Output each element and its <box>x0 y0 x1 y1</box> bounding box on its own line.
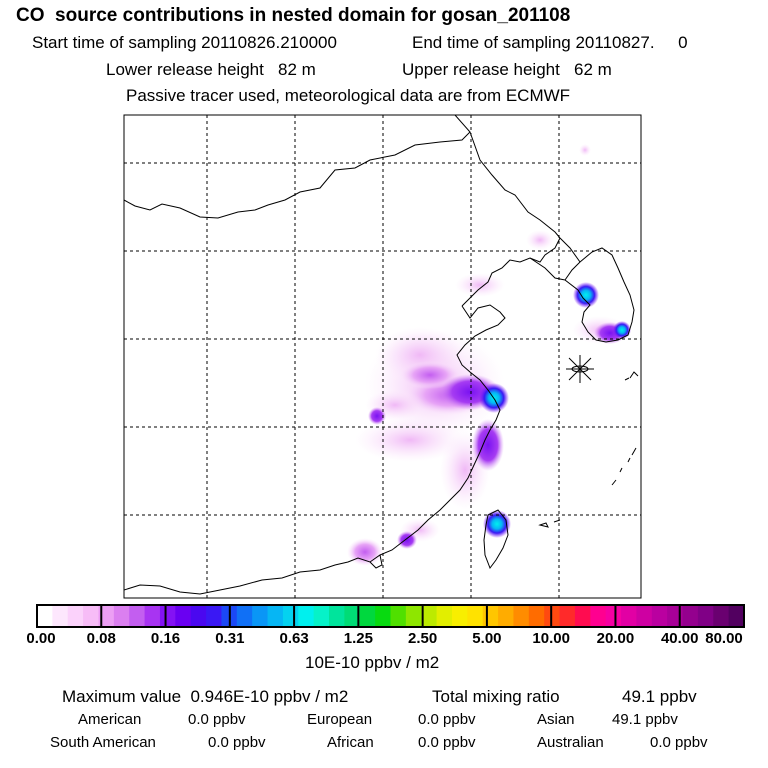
colorbar-tick-label: 0.16 <box>150 630 181 647</box>
colorbar-cell <box>298 605 315 627</box>
receptor-site-marker <box>566 355 594 383</box>
colorbar-cell <box>113 605 130 627</box>
region-value: 49.1 ppbv <box>612 711 678 728</box>
maximum-value: Maximum value 0.946E-10 ppbv / m2 <box>62 687 349 706</box>
colorbar-cell <box>605 605 622 627</box>
colorbar-cell <box>52 605 69 627</box>
colorbar-cell <box>329 605 345 627</box>
region-value: 0.0 ppbv <box>188 711 246 728</box>
map-frame <box>123 114 642 599</box>
colorbar-cell <box>236 605 253 627</box>
total-mixing-ratio-label: Total mixing ratio <box>432 687 560 706</box>
colorbar-cell <box>559 605 576 627</box>
region-name: European <box>307 711 373 728</box>
colorbar-cell <box>682 605 699 627</box>
region-value: 0.0 ppbv <box>650 734 708 751</box>
colorbar-tick-label: 0.31 <box>215 630 245 647</box>
colorbar <box>37 605 745 627</box>
coastlines <box>124 115 639 595</box>
upper-release-height: Upper release height 62 m <box>402 60 612 79</box>
colorbar-cell <box>713 605 730 627</box>
region-name: Asian <box>537 711 575 728</box>
colorbar-cell <box>313 605 330 627</box>
region-value: 0.0 ppbv <box>418 711 476 728</box>
colorbar-cell <box>206 605 223 627</box>
colorbar-cell <box>159 605 176 627</box>
colorbar-units: 10E-10 ppbv / m2 <box>305 653 440 672</box>
colorbar-cell <box>544 605 561 627</box>
colorbar-cell <box>144 605 161 627</box>
region-name: American <box>78 711 142 728</box>
colorbar-tick-label: 2.50 <box>408 630 438 647</box>
region-value: 0.0 ppbv <box>208 734 266 751</box>
colorbar-cell <box>267 605 284 627</box>
colorbar-cell <box>175 605 192 627</box>
colorbar-cell <box>344 605 361 627</box>
colorbar-cell <box>621 605 638 627</box>
end-time-label: End time of sampling 20110827. 0 <box>412 33 688 52</box>
colorbar-tick-label: 0.08 <box>86 630 116 647</box>
colorbar-cell <box>421 605 438 627</box>
graticule <box>124 115 641 598</box>
colorbar-dividers <box>100 605 681 627</box>
lower-release-height: Lower release height 82 m <box>106 60 316 79</box>
colorbar-cell <box>467 605 484 627</box>
region-name: South American <box>50 734 156 751</box>
colorbar-cell <box>574 605 591 627</box>
colorbar-cell <box>498 605 515 627</box>
colorbar-cell <box>697 605 714 627</box>
tracer-note: Passive tracer used, meteorological data… <box>126 86 571 105</box>
colorbar-cell <box>451 605 468 627</box>
plot-title: CO source contributions in nested domain… <box>16 5 571 26</box>
concentration-field <box>347 144 631 566</box>
colorbar-cell <box>482 605 499 627</box>
colorbar-tick-label: 0.63 <box>279 630 309 647</box>
colorbar-cell <box>83 605 100 627</box>
colorbar-cell <box>282 605 299 627</box>
start-time-label: Start time of sampling 20110826.210000 <box>32 33 337 52</box>
colorbar-cell <box>590 605 607 627</box>
colorbar-frame <box>36 604 745 628</box>
region-name: Australian <box>537 734 604 751</box>
colorbar-cell <box>375 605 392 627</box>
region-value: 0.0 ppbv <box>418 734 476 751</box>
colorbar-cell <box>436 605 453 627</box>
total-mixing-ratio-value: 49.1 ppbv <box>622 687 697 706</box>
region-name: African <box>327 734 374 751</box>
colorbar-tick-label: 80.00 <box>705 630 743 647</box>
colorbar-cell <box>390 605 407 627</box>
colorbar-tick-label: 5.00 <box>472 630 502 647</box>
colorbar-cell <box>636 605 653 627</box>
colorbar-cell <box>528 605 545 627</box>
colorbar-cell <box>67 605 84 627</box>
colorbar-cell <box>190 605 207 627</box>
colorbar-tick-label: 1.25 <box>343 630 373 647</box>
colorbar-tick-label: 40.00 <box>660 630 699 647</box>
colorbar-cell <box>728 605 745 627</box>
colorbar-cell <box>37 605 53 627</box>
colorbar-cell <box>651 605 668 627</box>
colorbar-cell <box>252 605 269 627</box>
colorbar-cell <box>359 605 376 627</box>
colorbar-tick-label: 10.00 <box>532 630 570 647</box>
colorbar-cell <box>405 605 422 627</box>
colorbar-cell <box>513 605 530 627</box>
colorbar-tick-label: 20.00 <box>596 630 635 647</box>
colorbar-cell <box>129 605 146 627</box>
colorbar-tick-label: 0.00 <box>26 630 56 647</box>
colorbar-cell <box>98 605 115 627</box>
